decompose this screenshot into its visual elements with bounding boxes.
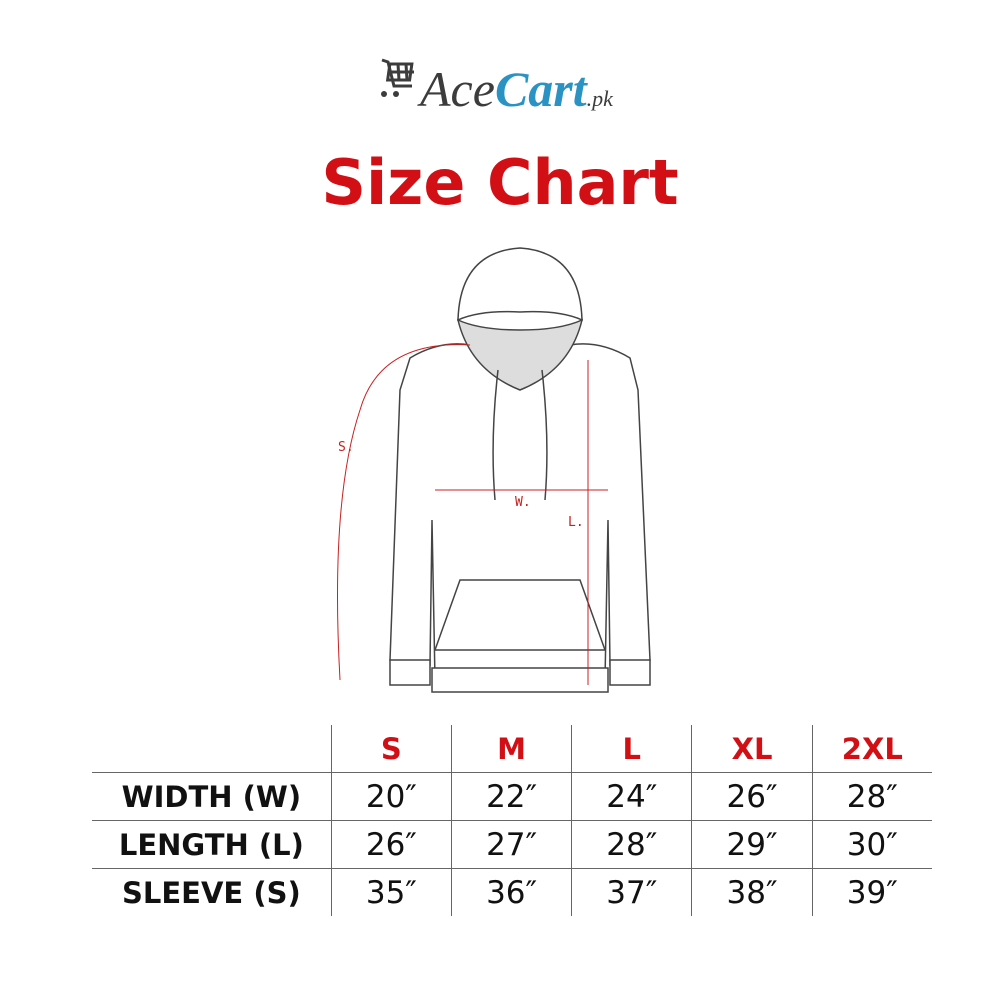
acecart-logo: Ace Cart .pk xyxy=(380,44,613,114)
table-cell: 36″ xyxy=(450,868,572,916)
table-cell: 28″ xyxy=(571,820,692,869)
size-header: 2XL xyxy=(811,725,932,773)
table-cell: 22″ xyxy=(450,772,572,821)
hoodie-illustration xyxy=(337,247,651,693)
table-cell: 39″ xyxy=(811,868,932,916)
table-cell: 20″ xyxy=(330,772,452,821)
table-cell: 27″ xyxy=(450,820,572,869)
logo-text-ace: Ace xyxy=(420,61,495,117)
shopping-cart-icon xyxy=(381,58,414,97)
length-label: L. xyxy=(568,515,584,530)
row-label: SLEEVE (S) xyxy=(92,868,332,916)
size-table: S M L XL 2XL WIDTH (W) 20″ 22″ 24″ 26″ 2… xyxy=(92,725,932,916)
sleeve-label: S. xyxy=(338,440,354,455)
table-cell: 26″ xyxy=(691,772,813,821)
row-label: WIDTH (W) xyxy=(92,772,332,821)
size-header-row: S M L XL 2XL xyxy=(92,725,932,773)
table-cell: 35″ xyxy=(330,868,452,916)
table-cell: 24″ xyxy=(571,772,692,821)
table-cell: 37″ xyxy=(571,868,692,916)
table-cell: 30″ xyxy=(811,820,932,869)
table-row: WIDTH (W) 20″ 22″ 24″ 26″ 28″ xyxy=(92,772,932,821)
size-header: XL xyxy=(691,725,813,773)
table-cell: 26″ xyxy=(330,820,452,869)
table-row: SLEEVE (S) 35″ 36″ 37″ 38″ 39″ xyxy=(92,868,932,916)
table-cell: 29″ xyxy=(691,820,813,869)
hoodie-diagram: S. W. L. xyxy=(320,240,700,700)
table-row: LENGTH (L) 26″ 27″ 28″ 29″ 30″ xyxy=(92,820,932,869)
width-label: W. xyxy=(515,495,531,510)
size-header: S xyxy=(330,725,452,773)
page-title: Size Chart xyxy=(321,146,679,219)
size-header: L xyxy=(571,725,692,773)
row-label: LENGTH (L) xyxy=(92,820,332,869)
logo-text-pk: .pk xyxy=(586,86,613,111)
logo-text-cart: Cart xyxy=(494,61,587,117)
table-cell: 28″ xyxy=(811,772,932,821)
table-cell: 38″ xyxy=(691,868,813,916)
size-header: M xyxy=(450,725,572,773)
